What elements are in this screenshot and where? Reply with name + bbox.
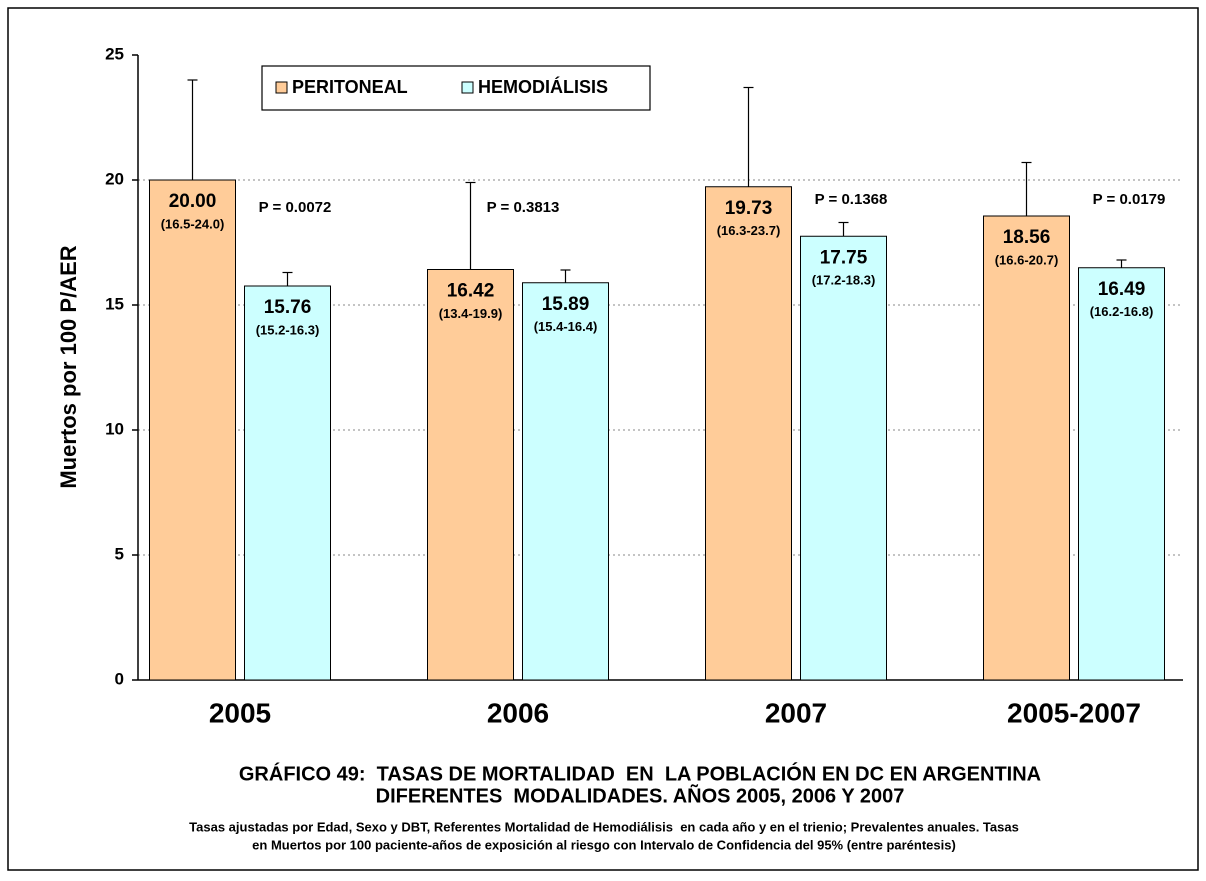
ci-label: (15.2-16.3) — [256, 322, 320, 337]
bar — [1078, 267, 1165, 681]
y-tick-label: 0 — [115, 669, 124, 688]
x-tick-label: 2005 — [209, 697, 271, 728]
legend-label: HEMODIÁLISIS — [478, 76, 608, 97]
bar — [244, 285, 331, 681]
y-tick-label: 20 — [105, 169, 124, 188]
y-tick-label: 25 — [105, 44, 124, 63]
legend-swatch — [461, 81, 474, 94]
ci-label: (16.5-24.0) — [161, 216, 225, 231]
bar — [427, 269, 514, 681]
x-tick-label: 2007 — [765, 697, 827, 728]
bar — [705, 186, 792, 681]
ci-label: (13.4-19.9) — [439, 306, 503, 321]
p-value: P = 0.1368 — [815, 191, 888, 208]
ci-label: (16.6-20.7) — [995, 252, 1059, 267]
chart-frame — [7, 7, 1199, 871]
value-label: 16.49 — [1098, 279, 1146, 300]
p-value: P = 0.0179 — [1093, 191, 1166, 208]
value-label: 18.56 — [1003, 227, 1051, 248]
ci-label: (17.2-18.3) — [812, 273, 876, 288]
x-tick-label: 2006 — [487, 697, 549, 728]
chart-title: GRÁFICO 49: TASAS DE MORTALIDAD EN LA PO… — [239, 761, 1041, 785]
value-label: 17.75 — [820, 247, 868, 268]
y-tick-label: 10 — [105, 419, 124, 438]
ci-label: (16.2-16.8) — [1090, 304, 1154, 319]
ci-label: (16.3-23.7) — [717, 223, 781, 238]
legend-label: PERITONEAL — [292, 77, 408, 97]
bar — [800, 235, 887, 681]
y-tick-label: 15 — [105, 294, 124, 313]
bar — [522, 282, 609, 681]
value-label: 19.73 — [725, 198, 773, 219]
value-label: 16.42 — [447, 281, 495, 302]
footnote: en Muertos por 100 paciente-años de expo… — [252, 837, 956, 852]
legend-box — [261, 65, 651, 111]
y-tick-label: 5 — [115, 544, 124, 563]
p-value: P = 0.3813 — [487, 199, 560, 216]
value-label: 15.76 — [264, 297, 312, 318]
bar — [983, 215, 1070, 681]
p-value: P = 0.0072 — [259, 199, 332, 216]
legend-swatch — [275, 81, 288, 94]
x-tick-label: 2005-2007 — [1007, 697, 1141, 728]
bar — [149, 179, 236, 681]
footnote: Tasas ajustadas por Edad, Sexo y DBT, Re… — [189, 819, 1019, 834]
value-label: 15.89 — [542, 294, 590, 315]
chart-title: DIFERENTES MODALIDADES. AÑOS 2005, 2006 … — [376, 784, 905, 807]
ci-label: (15.4-16.4) — [534, 319, 598, 334]
y-axis-label: Muertos por 100 P/AER — [56, 245, 81, 488]
value-label: 20.00 — [169, 191, 217, 212]
